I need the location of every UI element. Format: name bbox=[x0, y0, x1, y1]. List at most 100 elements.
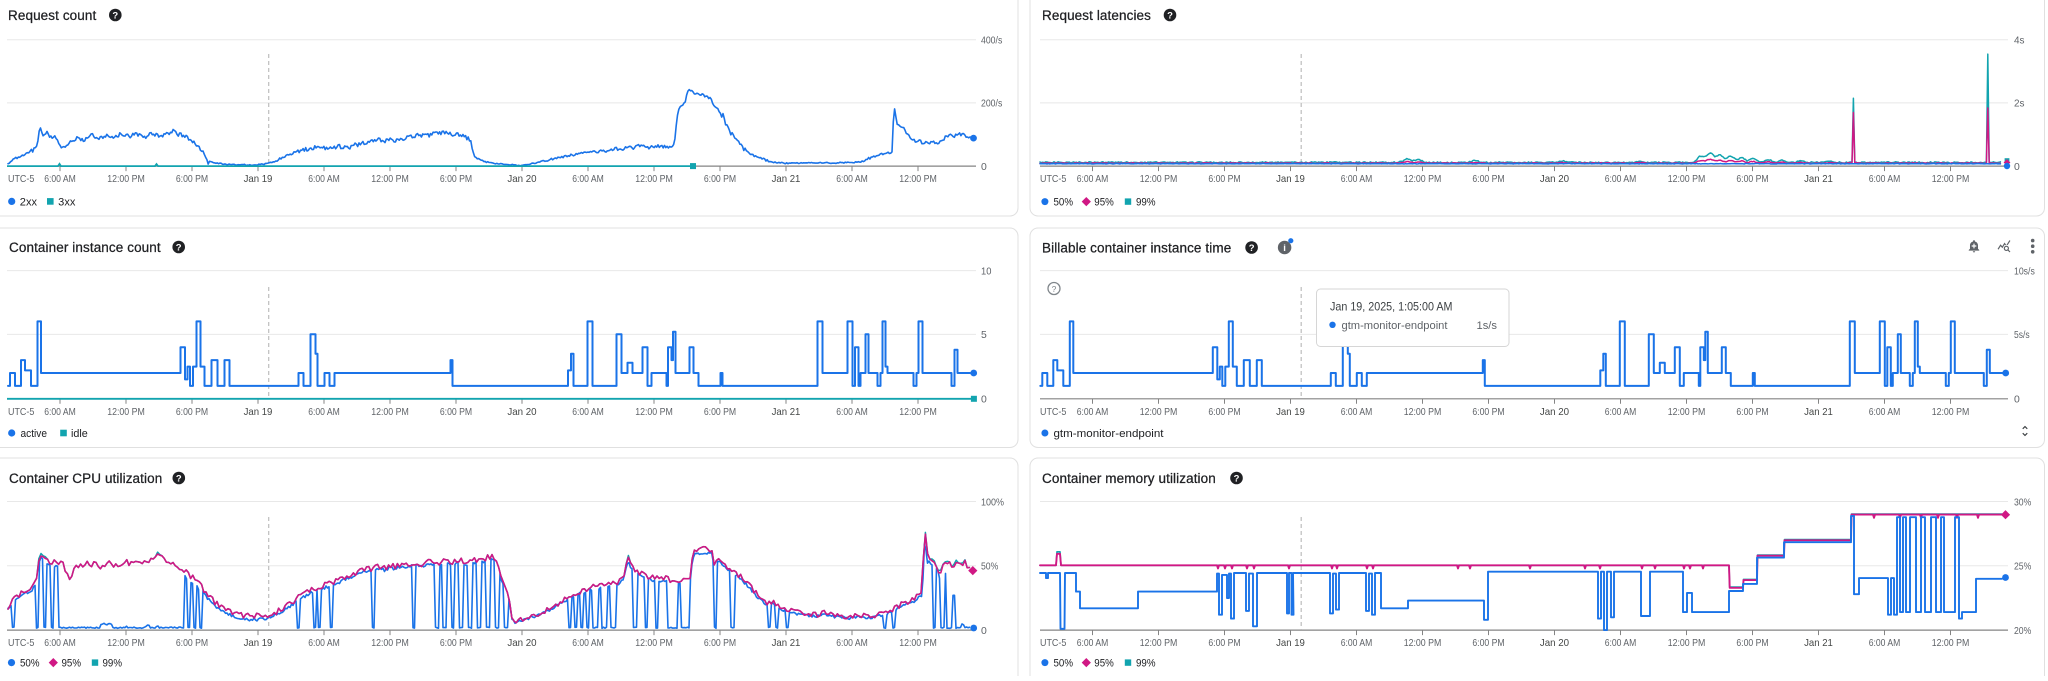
svg-text:95%: 95% bbox=[62, 658, 82, 670]
svg-text:12:00 PM: 12:00 PM bbox=[1932, 407, 1970, 418]
svg-text:UTC-5: UTC-5 bbox=[8, 638, 34, 649]
svg-text:gtm-monitor-endpoint: gtm-monitor-endpoint bbox=[1054, 428, 1164, 440]
svg-text:6:00 AM: 6:00 AM bbox=[836, 174, 868, 185]
svg-text:Jan 19: Jan 19 bbox=[244, 638, 273, 649]
svg-text:UTC-5: UTC-5 bbox=[1040, 638, 1066, 649]
svg-text:400/s: 400/s bbox=[981, 36, 1002, 47]
svg-text:99%: 99% bbox=[1136, 197, 1156, 209]
svg-text:Jan 20: Jan 20 bbox=[507, 174, 536, 185]
svg-text:Jan 21: Jan 21 bbox=[772, 407, 801, 418]
svg-text:6:00 AM: 6:00 AM bbox=[1605, 407, 1637, 418]
svg-text:12:00 PM: 12:00 PM bbox=[899, 407, 937, 418]
svg-text:6:00 AM: 6:00 AM bbox=[572, 174, 604, 185]
svg-text:12:00 PM: 12:00 PM bbox=[1404, 174, 1442, 185]
svg-text:10: 10 bbox=[981, 266, 992, 277]
svg-text:?: ? bbox=[1052, 284, 1057, 294]
svg-text:12:00 PM: 12:00 PM bbox=[1140, 407, 1178, 418]
svg-text:6:00 PM: 6:00 PM bbox=[1472, 638, 1504, 649]
svg-text:6:00 PM: 6:00 PM bbox=[1208, 638, 1240, 649]
svg-text:2xx: 2xx bbox=[20, 197, 38, 209]
svg-text:Jan 21: Jan 21 bbox=[1804, 407, 1833, 418]
svg-text:50%: 50% bbox=[1054, 658, 1074, 670]
svg-text:6:00 AM: 6:00 AM bbox=[1077, 174, 1109, 185]
svg-text:2s: 2s bbox=[2014, 99, 2025, 110]
svg-text:UTC-5: UTC-5 bbox=[1040, 174, 1066, 185]
svg-text:6:00 AM: 6:00 AM bbox=[44, 174, 76, 185]
svg-text:UTC-5: UTC-5 bbox=[1040, 407, 1066, 418]
svg-text:Jan 19: Jan 19 bbox=[1276, 407, 1305, 418]
svg-text:6:00 PM: 6:00 PM bbox=[1208, 174, 1240, 185]
svg-text:Jan 20: Jan 20 bbox=[1540, 638, 1569, 649]
svg-text:?: ? bbox=[112, 10, 118, 21]
svg-text:Billable container instance ti: Billable container instance time bbox=[1042, 240, 1231, 255]
svg-text:12:00 PM: 12:00 PM bbox=[635, 638, 673, 649]
svg-text:Jan 19: Jan 19 bbox=[1276, 174, 1305, 185]
svg-text:?: ? bbox=[1234, 473, 1240, 484]
svg-text:6:00 AM: 6:00 AM bbox=[308, 174, 340, 185]
svg-text:Jan 20: Jan 20 bbox=[1540, 174, 1569, 185]
svg-text:UTC-5: UTC-5 bbox=[8, 174, 34, 185]
svg-text:3xx: 3xx bbox=[58, 197, 76, 209]
svg-text:0: 0 bbox=[2014, 395, 2020, 406]
svg-text:99%: 99% bbox=[103, 658, 123, 670]
svg-text:6:00 AM: 6:00 AM bbox=[1077, 407, 1109, 418]
svg-text:0: 0 bbox=[981, 162, 987, 173]
svg-text:6:00 PM: 6:00 PM bbox=[1736, 407, 1768, 418]
svg-text:95%: 95% bbox=[1094, 197, 1114, 209]
svg-text:12:00 PM: 12:00 PM bbox=[371, 638, 409, 649]
svg-text:6:00 AM: 6:00 AM bbox=[1341, 638, 1373, 649]
svg-text:12:00 PM: 12:00 PM bbox=[371, 174, 409, 185]
svg-text:Request latencies: Request latencies bbox=[1042, 8, 1151, 23]
svg-text:6:00 AM: 6:00 AM bbox=[1869, 174, 1901, 185]
svg-text:6:00 AM: 6:00 AM bbox=[1605, 174, 1637, 185]
svg-text:30%: 30% bbox=[2014, 497, 2031, 508]
svg-text:0: 0 bbox=[981, 626, 987, 637]
svg-text:5s/s: 5s/s bbox=[2014, 330, 2030, 341]
svg-text:50%: 50% bbox=[20, 658, 40, 670]
svg-text:6:00 PM: 6:00 PM bbox=[1208, 407, 1240, 418]
svg-text:Container instance count: Container instance count bbox=[9, 240, 161, 255]
svg-text:12:00 PM: 12:00 PM bbox=[635, 174, 673, 185]
svg-text:?: ? bbox=[176, 473, 182, 484]
svg-text:50%: 50% bbox=[1054, 197, 1074, 209]
svg-text:i: i bbox=[1283, 243, 1286, 254]
svg-text:12:00 PM: 12:00 PM bbox=[107, 174, 145, 185]
svg-text:6:00 AM: 6:00 AM bbox=[1605, 638, 1637, 649]
svg-text:?: ? bbox=[1249, 243, 1255, 254]
svg-text:6:00 PM: 6:00 PM bbox=[1472, 407, 1504, 418]
svg-text:Container CPU utilization: Container CPU utilization bbox=[9, 471, 162, 486]
svg-text:6:00 PM: 6:00 PM bbox=[704, 638, 736, 649]
svg-text:12:00 PM: 12:00 PM bbox=[1932, 638, 1970, 649]
svg-text:6:00 PM: 6:00 PM bbox=[704, 407, 736, 418]
svg-text:Jan 21: Jan 21 bbox=[772, 174, 801, 185]
svg-text:20%: 20% bbox=[2014, 626, 2031, 637]
svg-text:95%: 95% bbox=[1094, 658, 1114, 670]
svg-text:6:00 PM: 6:00 PM bbox=[1472, 174, 1504, 185]
svg-text:12:00 PM: 12:00 PM bbox=[1668, 638, 1706, 649]
svg-text:6:00 PM: 6:00 PM bbox=[1736, 638, 1768, 649]
svg-text:6:00 AM: 6:00 AM bbox=[308, 638, 340, 649]
svg-text:Jan 19, 2025, 1:05:00 AM: Jan 19, 2025, 1:05:00 AM bbox=[1330, 300, 1453, 314]
svg-text:12:00 PM: 12:00 PM bbox=[1668, 174, 1706, 185]
svg-text:12:00 PM: 12:00 PM bbox=[899, 174, 937, 185]
svg-text:gtm-monitor-endpoint: gtm-monitor-endpoint bbox=[1342, 320, 1448, 332]
svg-text:6:00 PM: 6:00 PM bbox=[176, 407, 208, 418]
svg-text:12:00 PM: 12:00 PM bbox=[1140, 638, 1178, 649]
svg-text:4s: 4s bbox=[2014, 36, 2025, 47]
svg-text:Jan 19: Jan 19 bbox=[244, 407, 273, 418]
svg-text:Jan 20: Jan 20 bbox=[507, 638, 536, 649]
svg-text:6:00 PM: 6:00 PM bbox=[1736, 174, 1768, 185]
svg-text:active: active bbox=[21, 428, 48, 440]
svg-text:25%: 25% bbox=[2014, 562, 2031, 573]
svg-text:6:00 AM: 6:00 AM bbox=[1869, 638, 1901, 649]
svg-text:12:00 PM: 12:00 PM bbox=[1140, 174, 1178, 185]
svg-text:12:00 PM: 12:00 PM bbox=[1404, 638, 1442, 649]
svg-text:12:00 PM: 12:00 PM bbox=[1404, 407, 1442, 418]
svg-text:Request count: Request count bbox=[8, 8, 97, 23]
svg-text:5: 5 bbox=[981, 330, 987, 341]
svg-text:6:00 AM: 6:00 AM bbox=[308, 407, 340, 418]
svg-text:6:00 AM: 6:00 AM bbox=[1077, 638, 1109, 649]
svg-text:6:00 PM: 6:00 PM bbox=[176, 174, 208, 185]
svg-text:6:00 AM: 6:00 AM bbox=[572, 638, 604, 649]
svg-text:12:00 PM: 12:00 PM bbox=[107, 407, 145, 418]
